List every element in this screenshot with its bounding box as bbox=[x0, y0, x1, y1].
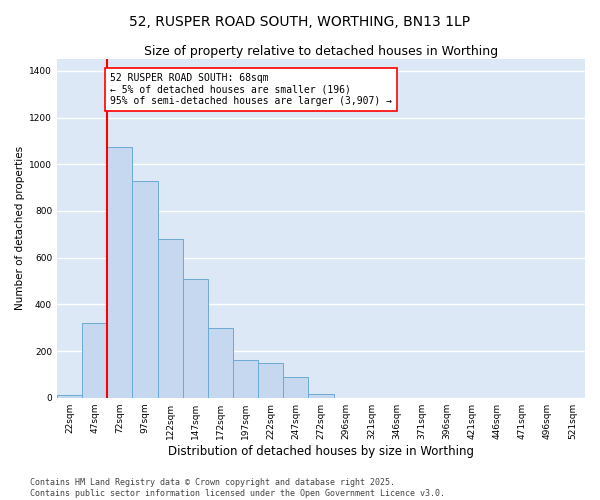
Bar bbox=[308, 394, 334, 398]
Text: 52 RUSPER ROAD SOUTH: 68sqm
← 5% of detached houses are smaller (196)
95% of sem: 52 RUSPER ROAD SOUTH: 68sqm ← 5% of deta… bbox=[110, 73, 392, 106]
Bar bbox=[208, 328, 233, 398]
Bar bbox=[133, 180, 158, 398]
Text: Contains HM Land Registry data © Crown copyright and database right 2025.
Contai: Contains HM Land Registry data © Crown c… bbox=[30, 478, 445, 498]
Y-axis label: Number of detached properties: Number of detached properties bbox=[15, 146, 25, 310]
Title: Size of property relative to detached houses in Worthing: Size of property relative to detached ho… bbox=[144, 45, 498, 58]
Bar bbox=[258, 362, 283, 398]
Bar bbox=[183, 278, 208, 398]
Bar bbox=[82, 323, 107, 398]
Bar bbox=[283, 376, 308, 398]
Text: 52, RUSPER ROAD SOUTH, WORTHING, BN13 1LP: 52, RUSPER ROAD SOUTH, WORTHING, BN13 1L… bbox=[130, 15, 470, 29]
Bar bbox=[233, 360, 258, 398]
X-axis label: Distribution of detached houses by size in Worthing: Distribution of detached houses by size … bbox=[168, 444, 474, 458]
Bar bbox=[57, 396, 82, 398]
Bar bbox=[107, 146, 133, 398]
Bar bbox=[158, 239, 183, 398]
